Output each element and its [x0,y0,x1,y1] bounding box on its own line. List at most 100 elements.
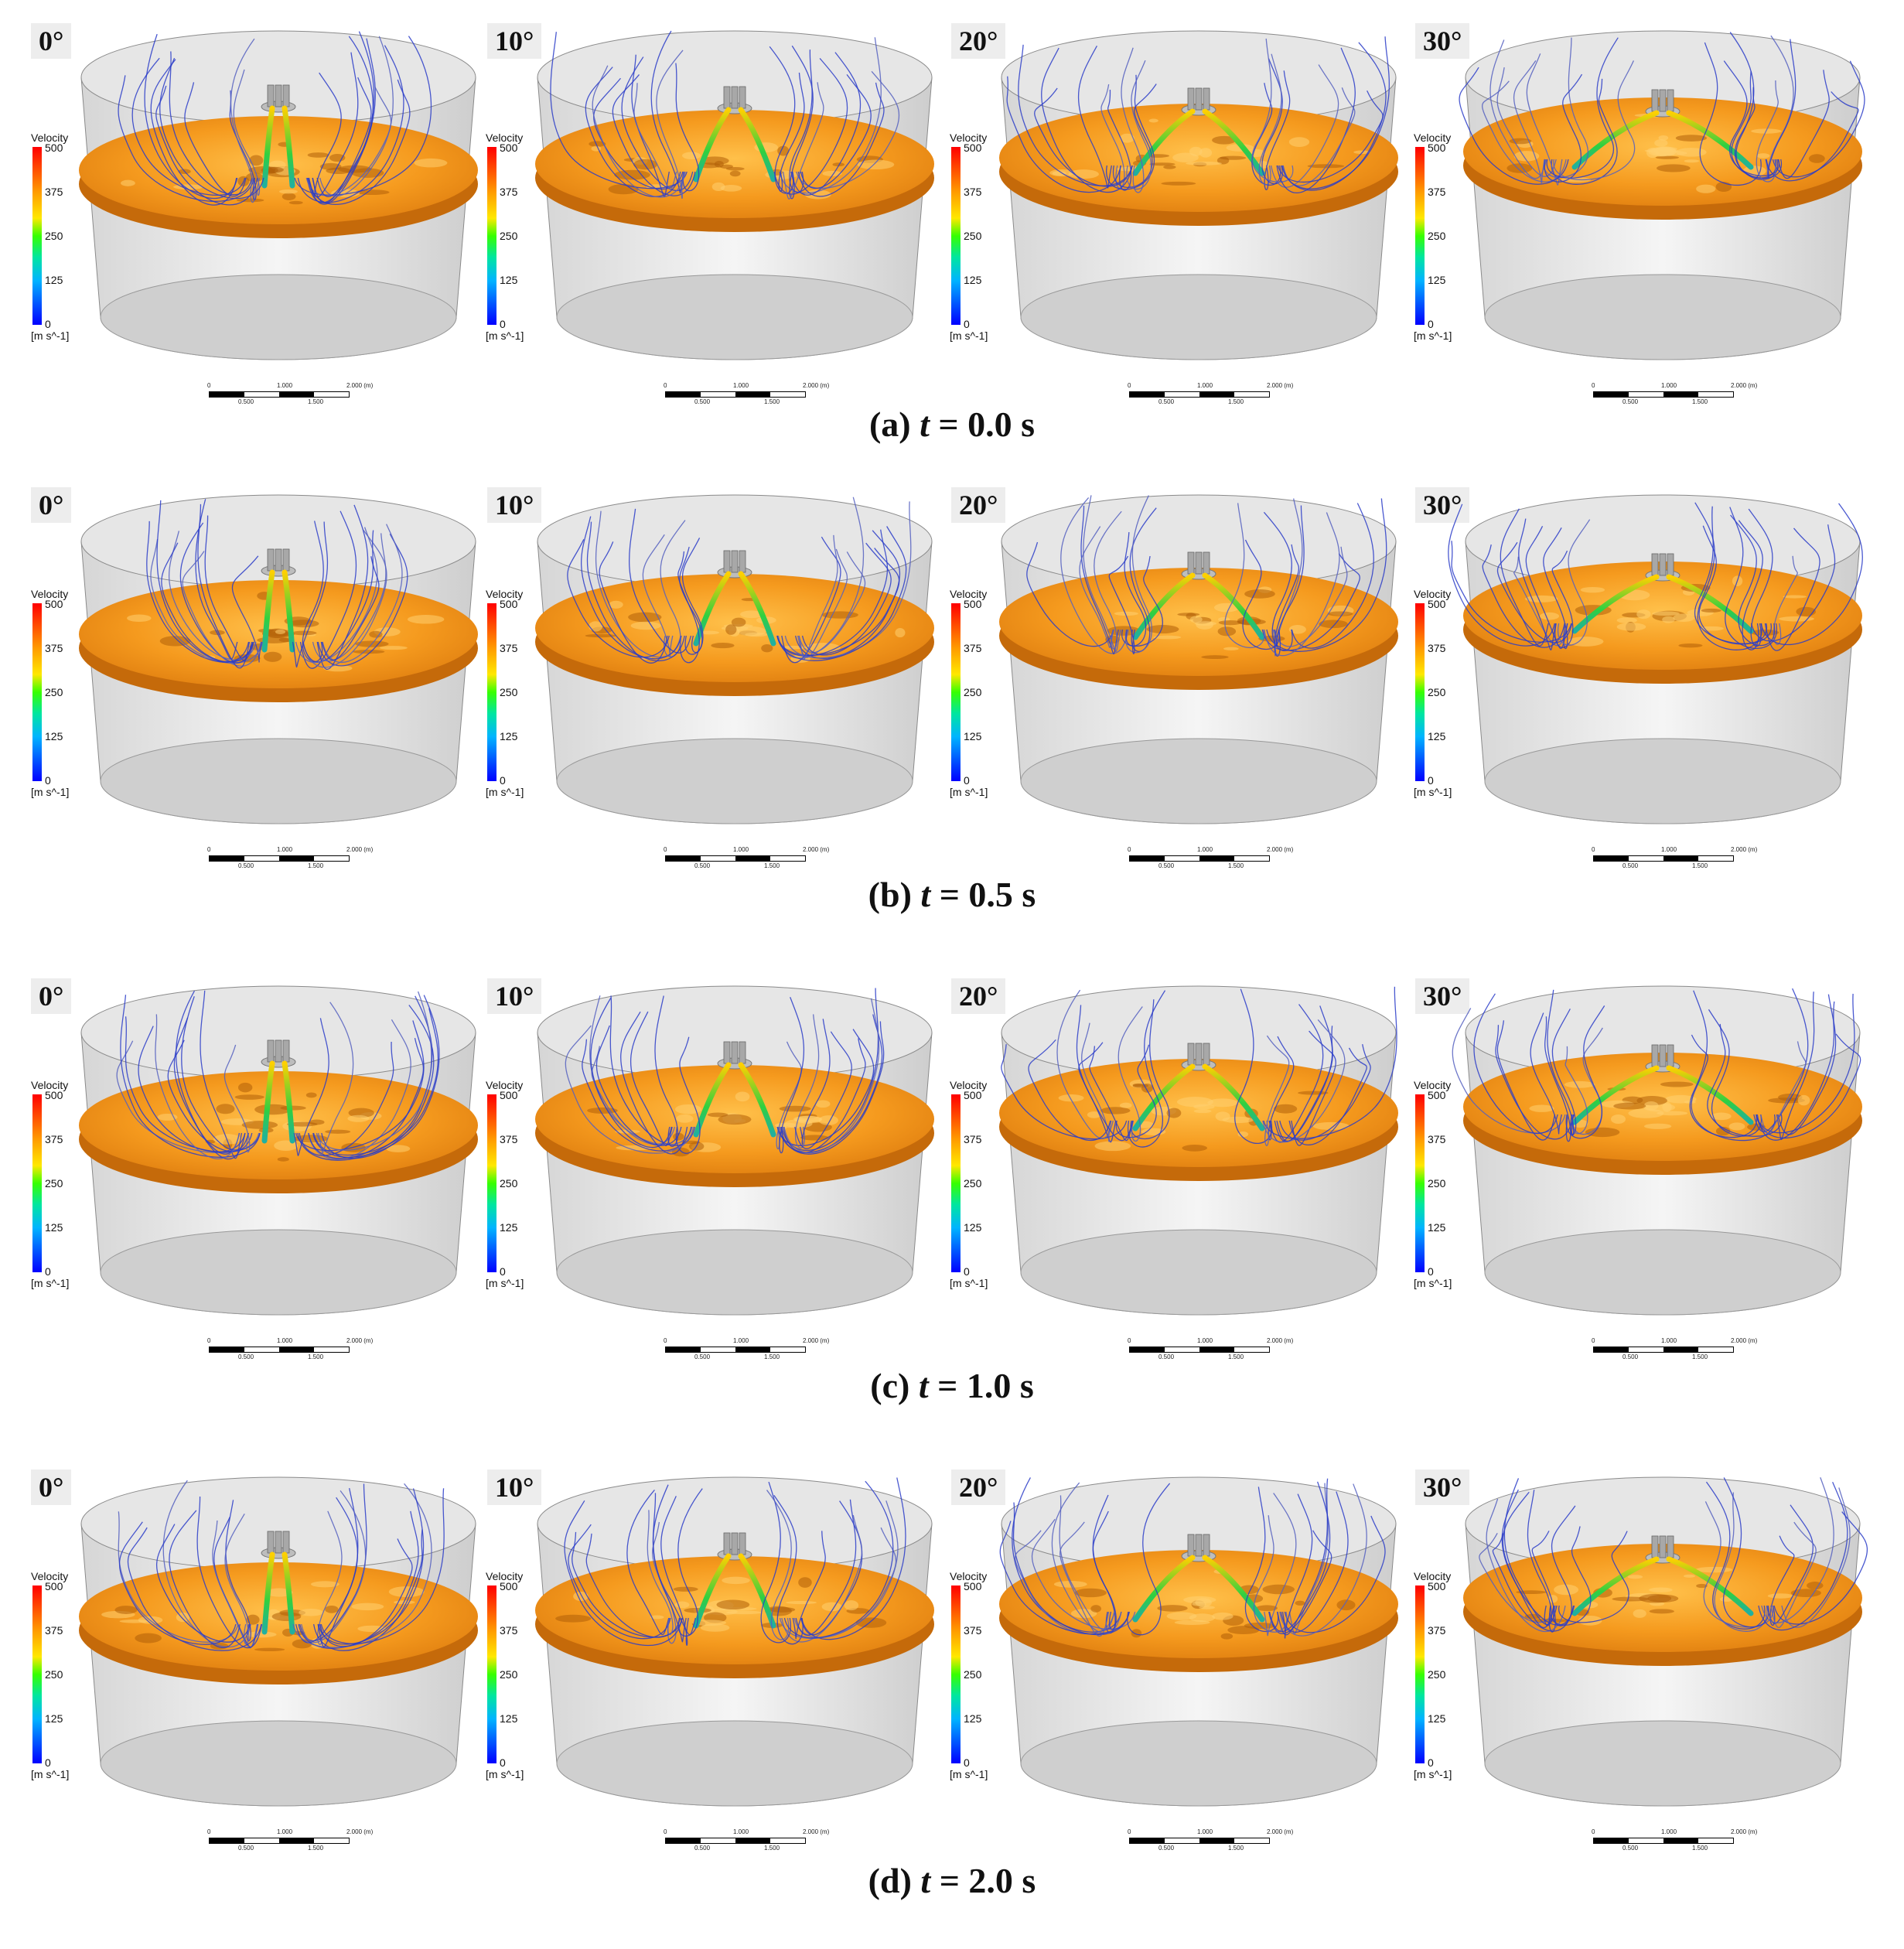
streamline [795,1499,857,1636]
streamline [779,1500,899,1639]
nozzle [1203,551,1210,575]
legend-tick: 0 [964,1265,970,1278]
slag-ripple [1778,1093,1803,1101]
slag-ripple [1090,1605,1102,1613]
vessel-bottom [100,1229,457,1316]
scale-bar-track [665,1347,806,1353]
nozzle [1187,551,1195,575]
scale-label: 1.500 [1228,862,1244,869]
legend-title: Velocity [486,1079,524,1091]
nozzle [1187,87,1195,111]
scale-label: 1.500 [308,398,324,405]
angle-label: 20° [951,487,1006,523]
streamline [223,1044,251,1152]
streamline [776,529,889,657]
slag-ripple [1149,162,1175,166]
streamline [1756,80,1779,183]
slag-ripple [1262,1584,1295,1595]
velocity-legend: Velocity 500 375 250 125 0 [m s^-1] [31,588,85,812]
scale-bar-track [665,855,806,862]
streamline [796,70,899,189]
streamline [1291,1030,1336,1146]
streamline [798,551,866,654]
streamline [800,1019,831,1145]
streamline [1765,91,1859,182]
legend-title: Velocity [950,131,988,144]
vessel-scene [79,494,478,824]
nozzle [731,86,739,109]
legend-unit: [m s^-1] [1414,786,1452,798]
slag-ripple [818,1115,838,1125]
slag-ripple [347,1114,370,1122]
colorbar [32,1585,42,1763]
scale-label: 0 [664,1828,667,1835]
streamline [800,73,872,189]
scale-label: 1.000 [1661,1337,1677,1344]
streamline [1527,1490,1552,1626]
streamline [308,1019,411,1160]
vessel-bottom [1484,1229,1841,1316]
scale-label: 2.000 (m) [1267,382,1294,389]
colorbar [951,1585,961,1763]
streamline [196,1496,263,1649]
scale-label: 1.500 [1228,398,1244,405]
legend-tick: 500 [45,598,63,610]
slag-ripple [1212,135,1237,145]
streamline [1264,1493,1297,1637]
streamline [230,38,255,203]
slag-ripple [1684,159,1700,163]
legend-title: Velocity [31,1079,69,1091]
slag-ripple [725,1610,763,1615]
streamline [1092,1494,1117,1630]
legend-title: Velocity [31,1570,69,1582]
legend-tick: 500 [1428,1580,1446,1592]
colorbar [951,1094,961,1272]
scale-label: 1.000 [1197,1337,1213,1344]
scale-label: 0.500 [694,398,711,405]
slag-ripple [1657,1111,1688,1116]
slag-ripple [1649,1587,1673,1592]
streamline [317,1002,354,1153]
streamline [797,82,885,197]
streamline [1495,1025,1575,1140]
streamline [312,1529,423,1651]
scale-bar: 0 1.000 2.000 (m) 0.500 1.500 [1121,381,1294,407]
streamline [1288,1047,1367,1145]
streamline [773,1494,804,1645]
legend-tick: 0 [964,318,970,330]
streamline [1448,503,1555,647]
legend-tick: 0 [1428,1265,1434,1278]
velocity-legend: Velocity 500 375 250 125 0 [m s^-1] [486,131,540,356]
scale-label: 1.000 [733,382,749,389]
legend-tick: 500 [964,1089,982,1101]
panel-10deg: 10° Velocity 500 375 250 125 0 [m s^-1] 0 1.000 2.… [486,1469,967,1872]
streamline [1270,64,1339,188]
slag-ripple [1288,624,1306,634]
legend-tick: 0 [45,318,51,330]
gas-jet [1666,1556,1754,1616]
scale-bar-segment [735,1838,770,1843]
slag-ripple [1166,1108,1182,1118]
slag-ripple [1611,1114,1626,1125]
vessel-scene [999,494,1398,824]
gas-jet [1132,1063,1196,1132]
slag-ripple [800,1135,829,1141]
legend-title: Velocity [486,131,524,144]
slag-ripple [555,1614,592,1623]
streamline [776,526,907,661]
slag-ripple [1525,595,1558,602]
streamline [675,63,700,192]
legend-unit: [m s^-1] [31,1768,70,1780]
angle-label: 0° [31,1469,72,1505]
scale-label: 1.000 [733,846,749,853]
slag-ripple [1636,609,1651,620]
scale-bar: 0 1.000 2.000 (m) 0.500 1.500 [1121,1336,1293,1362]
scale-label: 1.500 [764,1845,780,1852]
slag-ripple [1222,1116,1254,1124]
slag-ripple [1256,1605,1278,1612]
nozzle [731,550,739,573]
streamline [1781,1487,1851,1628]
slag-ripple [1655,146,1678,152]
legend-tick: 375 [1428,1624,1446,1637]
